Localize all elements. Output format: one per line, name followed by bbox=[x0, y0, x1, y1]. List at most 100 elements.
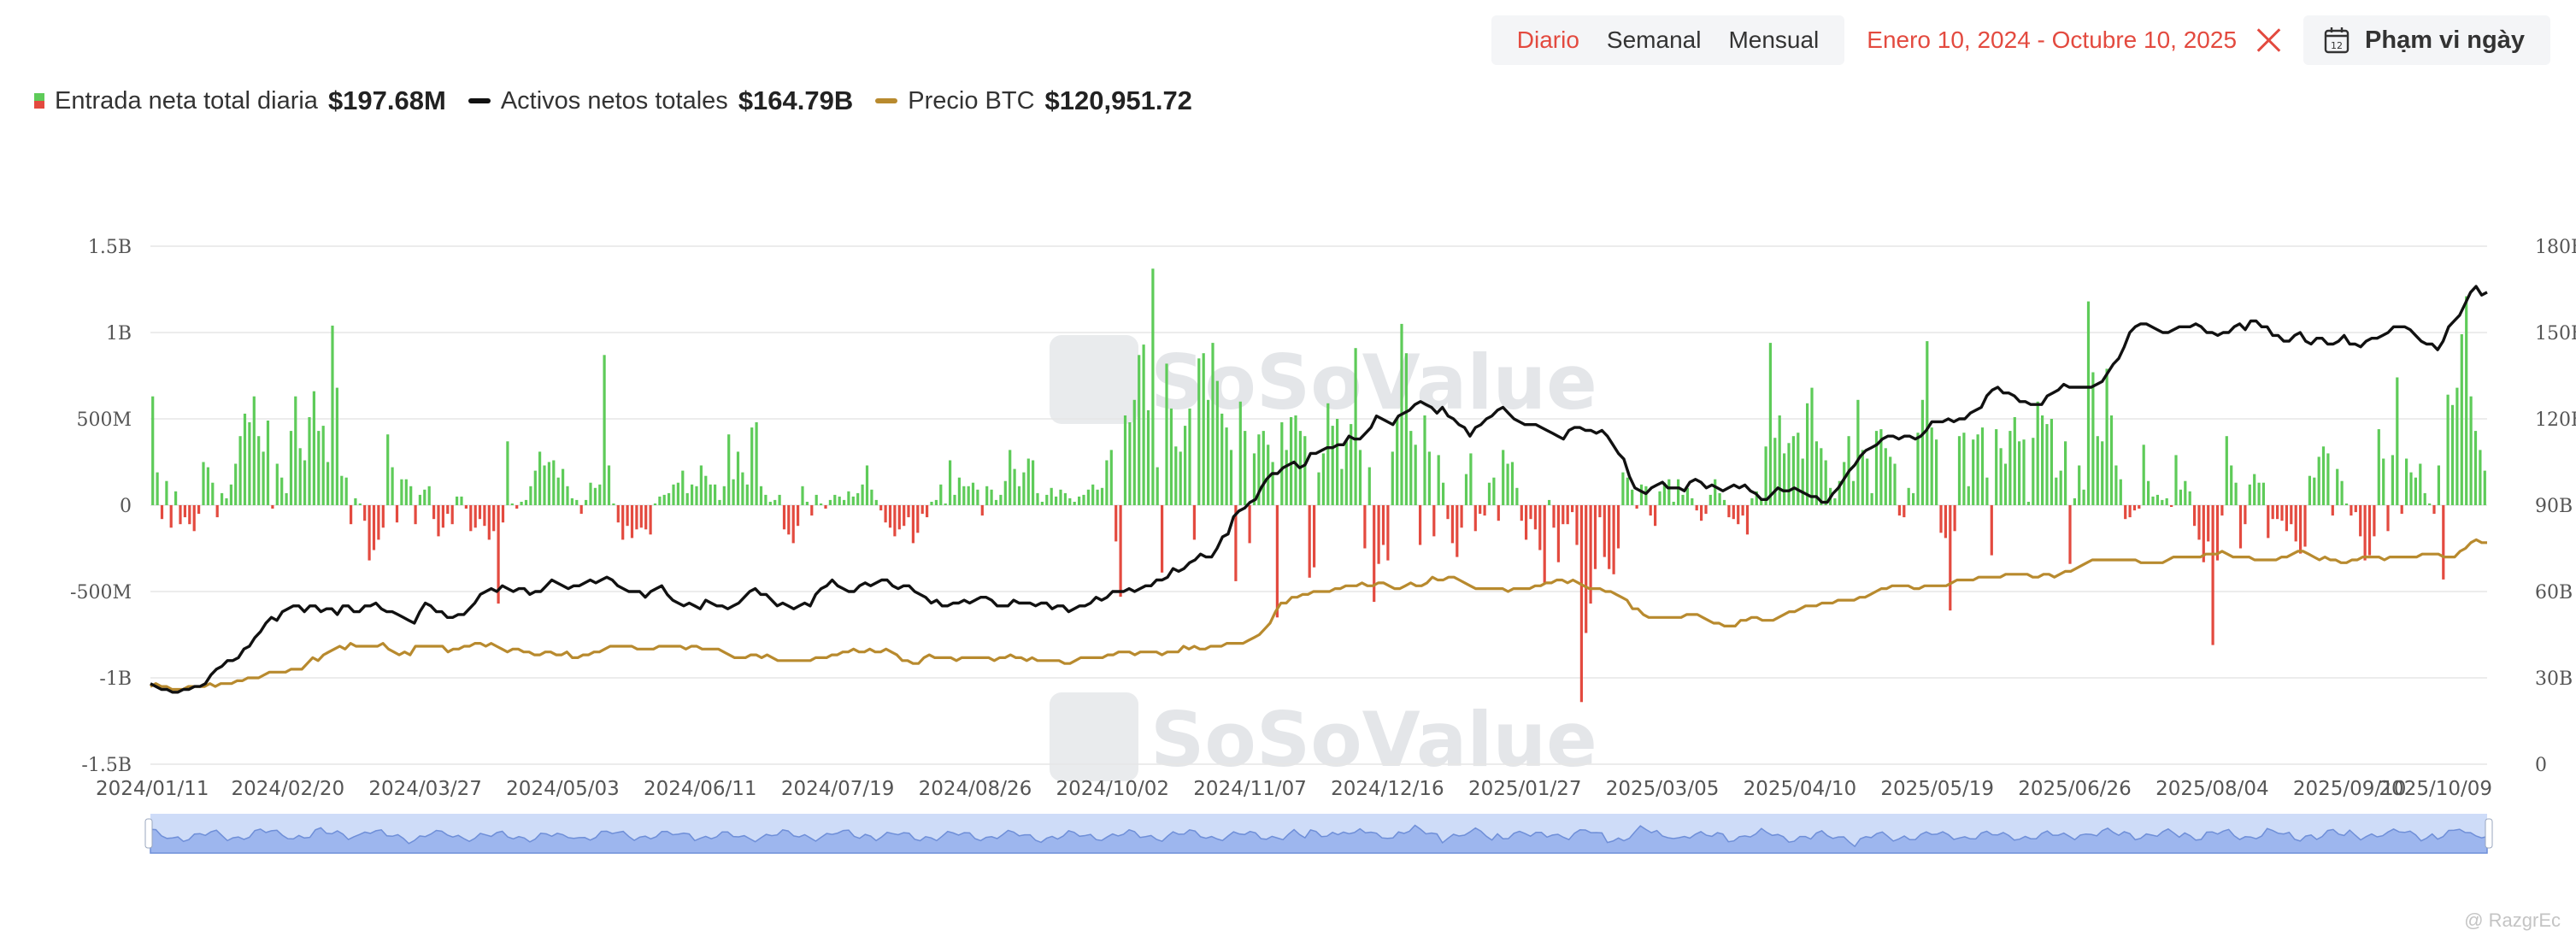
range-navigator[interactable] bbox=[144, 814, 2493, 854]
net-inflow-bar bbox=[2455, 387, 2459, 505]
net-inflow-bar bbox=[1317, 472, 1320, 505]
net-inflow-bar bbox=[856, 492, 860, 505]
date-range-picker-button[interactable]: 12 Phạm vi ngày bbox=[2303, 15, 2550, 65]
net-inflow-bar bbox=[400, 479, 403, 505]
net-inflow-bar bbox=[1280, 422, 1284, 505]
net-inflow-bar bbox=[2285, 505, 2288, 532]
net-inflow-bar bbox=[1373, 505, 1376, 603]
net-inflow-bar bbox=[2344, 503, 2349, 505]
net-inflow-bar bbox=[2170, 505, 2173, 507]
date-range-picker-label: Phạm vi ngày bbox=[2365, 26, 2525, 54]
tab-mensual[interactable]: Mensual bbox=[1728, 26, 1820, 53]
net-inflow-bar bbox=[1009, 450, 1012, 505]
net-inflow-bar bbox=[1013, 468, 1016, 505]
net-inflow-bar bbox=[1631, 489, 1634, 505]
net-inflow-bar bbox=[2003, 463, 2008, 505]
net-inflow-bar bbox=[1184, 426, 1187, 505]
net-inflow-bar bbox=[2207, 505, 2210, 542]
net-inflow-bar bbox=[1138, 355, 1141, 505]
legend-value-total-assets: $164.79B bbox=[738, 85, 854, 115]
net-inflow-bar bbox=[1032, 460, 1035, 505]
net-inflow-bar bbox=[759, 486, 763, 505]
net-inflow-bar bbox=[1709, 494, 1712, 505]
net-inflow-bar bbox=[810, 505, 814, 516]
net-inflow-bar bbox=[1737, 505, 1740, 525]
net-inflow-bar bbox=[649, 505, 652, 535]
net-inflow-bar bbox=[285, 492, 288, 505]
net-inflow-bar bbox=[2350, 505, 2353, 516]
net-inflow-bar bbox=[1036, 492, 1039, 505]
net-inflow-bar bbox=[598, 484, 602, 505]
net-inflow-bar bbox=[1916, 433, 1920, 505]
net-inflow-bar bbox=[2460, 334, 2463, 505]
etf-flow-chart[interactable]: SoSoValue SoSoValue 1.5B 1B 500M 0 -500M -1B -1… bbox=[0, 205, 2576, 872]
net-inflow-bar bbox=[1718, 492, 1721, 505]
net-inflow-bar bbox=[556, 477, 560, 505]
net-inflow-bar bbox=[2230, 465, 2233, 505]
net-inflow-bar bbox=[1589, 505, 1592, 604]
net-inflow-bar bbox=[395, 505, 399, 523]
clear-range-icon[interactable] bbox=[2255, 27, 2281, 53]
date-range-text[interactable]: Enero 10, 2024 - Octubre 10, 2025 bbox=[1867, 26, 2238, 53]
net-inflow-bar bbox=[1787, 443, 1791, 505]
net-inflow-bar bbox=[1980, 427, 1985, 505]
net-inflow-bar bbox=[1773, 438, 1777, 505]
right-y-tick-label: 30B bbox=[2535, 668, 2573, 690]
net-inflow-bar bbox=[1262, 431, 1265, 505]
net-inflow-bar bbox=[1244, 431, 1247, 505]
net-inflow-bar bbox=[368, 505, 371, 561]
net-inflow-bar bbox=[326, 462, 330, 505]
net-inflow-bar bbox=[2276, 505, 2279, 520]
net-inflow-bar bbox=[1238, 401, 1242, 505]
total-assets-line bbox=[150, 285, 2488, 694]
net-inflow-bar bbox=[1017, 486, 1021, 505]
net-inflow-bar bbox=[1063, 492, 1067, 505]
legend-item-btc-price[interactable]: Precio BTC $120,951.72 bbox=[872, 85, 1196, 116]
net-inflow-bar bbox=[179, 505, 182, 525]
net-inflow-bar bbox=[1939, 505, 1943, 533]
net-inflow-bar bbox=[1575, 505, 1579, 545]
net-inflow-bar bbox=[1529, 505, 1532, 520]
net-inflow-bar bbox=[1870, 492, 1873, 505]
x-tick-label: 2025/10/09 bbox=[2379, 778, 2492, 800]
net-inflow-bar bbox=[980, 505, 984, 516]
net-inflow-bar bbox=[1851, 480, 1856, 505]
net-inflow-bar bbox=[409, 486, 413, 505]
net-inflow-bar bbox=[1308, 505, 1311, 578]
net-inflow-bar bbox=[704, 475, 708, 505]
net-inflow-bar bbox=[1437, 455, 1440, 505]
net-inflow-bar bbox=[344, 477, 348, 505]
net-inflow-bar bbox=[1275, 505, 1279, 618]
legend-item-net-inflow[interactable]: Entrada neta total diaria $197.68M bbox=[31, 85, 450, 116]
net-inflow-bar bbox=[727, 434, 731, 505]
net-inflow-bar bbox=[1879, 429, 1883, 505]
net-inflow-bar bbox=[768, 502, 772, 505]
net-inflow-bar bbox=[1920, 399, 1924, 505]
net-inflow-bar bbox=[2174, 455, 2178, 505]
net-inflow-bar bbox=[202, 462, 205, 505]
legend-item-total-assets[interactable]: Activos netos totales $164.79B bbox=[465, 85, 856, 116]
net-inflow-bar bbox=[446, 505, 450, 515]
date-range-display: Enero 10, 2024 - Octubre 10, 2025 bbox=[1867, 15, 2281, 65]
net-inflow-bar bbox=[197, 505, 201, 515]
right-y-tick-label: 60B bbox=[2535, 582, 2573, 603]
net-inflow-bar bbox=[893, 505, 897, 537]
net-inflow-bar bbox=[1073, 502, 1076, 505]
net-inflow-bar bbox=[2155, 494, 2159, 505]
net-inflow-bar bbox=[1202, 353, 1205, 505]
net-inflow-bar bbox=[2197, 505, 2201, 540]
tab-semanal[interactable]: Semanal bbox=[1606, 26, 1702, 53]
legend: Entrada neta total diaria $197.68M Activ… bbox=[31, 85, 1196, 116]
net-inflow-bar bbox=[1119, 505, 1122, 598]
net-inflow-bar bbox=[1750, 497, 1754, 505]
net-inflow-bar bbox=[1174, 446, 1178, 505]
tab-diario[interactable]: Diario bbox=[1516, 26, 1579, 53]
net-inflow-bar bbox=[298, 448, 302, 505]
net-inflow-bar bbox=[1520, 505, 1523, 521]
net-inflow-bar bbox=[773, 499, 777, 505]
net-inflow-bar bbox=[1649, 505, 1652, 516]
net-inflow-bar bbox=[2022, 439, 2026, 505]
net-inflow-bar bbox=[589, 482, 592, 505]
net-inflow-bar bbox=[570, 497, 573, 505]
net-inflow-bar bbox=[593, 487, 597, 505]
